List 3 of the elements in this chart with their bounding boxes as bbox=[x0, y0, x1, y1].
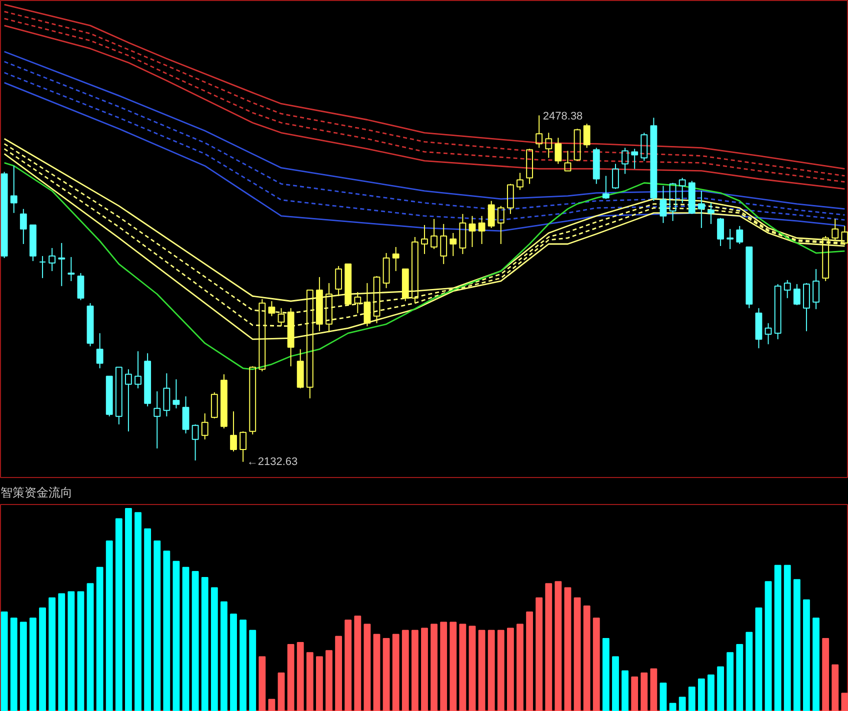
chart-title: 智策资金流向 bbox=[0, 486, 72, 500]
annotation: ←2132.63 bbox=[246, 456, 298, 468]
annotation: 2478.38 bbox=[542, 110, 583, 122]
